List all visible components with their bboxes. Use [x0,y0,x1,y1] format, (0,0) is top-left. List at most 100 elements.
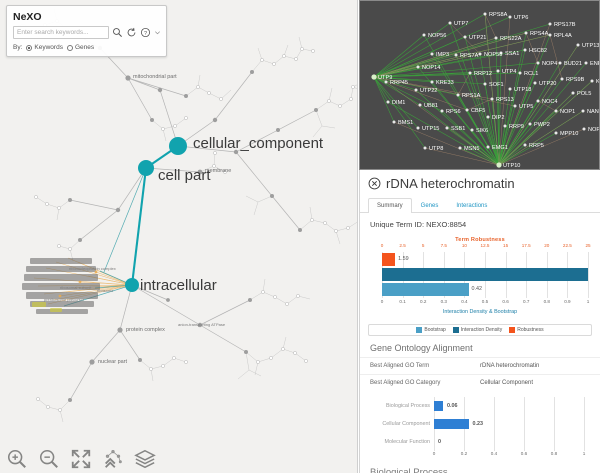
gene-node-label[interactable]: MSN5 [464,146,480,152]
zoom-out-icon[interactable] [38,448,60,470]
gene-node-label[interactable]: KRI1 [596,79,600,85]
radio-genes[interactable]: Genes [66,44,95,51]
gene-node-label[interactable]: RPS8A [489,12,508,18]
gene-node-label[interactable]: ENP1 [590,61,600,67]
gene-node-label[interactable]: RPS9B [566,77,585,83]
gene-node-label[interactable]: NOP56 [428,33,446,39]
gene-node-label[interactable]: RRP45 [390,80,408,86]
unique-term-id: Unique Term ID: NEXO:8854 [370,220,467,229]
gene-node-label[interactable]: UB81 [424,103,438,109]
axis-tick: 20 [544,243,550,248]
legend-item-interaction-density: Interaction Density [452,327,502,333]
bar-value-label: 0.42 [471,286,483,292]
chart-legend: Bootstrap Interaction Density Robustness [368,324,592,336]
chevron-down-icon[interactable] [154,27,161,38]
gene-node-label[interactable]: RPS13 [496,97,514,103]
gene-node-label[interactable]: NOP6 [588,127,600,133]
gene-node-label[interactable]: DIM1 [392,100,405,106]
gene-node-label[interactable]: PWP2 [534,122,550,128]
gene-node-label[interactable]: UTP8 [429,146,443,152]
gene-node-label[interactable]: RPS7A [460,53,479,59]
app-title: NeXO [13,11,42,23]
gene-node-label[interactable]: RRP9 [509,124,524,130]
gene-node-label[interactable]: POL5 [577,91,591,97]
gene-node-label[interactable]: UTP20 [539,81,556,87]
axis-tick: 25 [585,243,591,248]
axis-tick: 1 [582,451,586,456]
view-toolbar[interactable] [6,448,156,470]
go-alignment-chart: Biological Process 0.06 Cellular Component… [368,397,592,460]
gene-node-label[interactable]: CBF5 [471,108,485,114]
gene-node-label[interactable]: UTP6 [514,15,528,21]
search-input[interactable] [13,26,109,39]
layers-icon[interactable] [134,448,156,470]
gene-node-label[interactable]: NOP14 [422,65,440,71]
collapse-icon[interactable] [102,448,124,470]
gene-node-label[interactable]: RCL1 [524,71,538,77]
radio-genes-label: Genes [74,44,95,51]
axis-tick: 0.2 [460,451,468,456]
gene-node-label[interactable]: RPL4A [554,33,572,39]
gene-node-label[interactable]: NOP1 [560,109,575,115]
tab-bar[interactable]: Summary Genes Interactions [360,197,600,213]
tab-interactions[interactable]: Interactions [456,203,488,209]
gene-node-label[interactable]: UTP13 [582,43,599,49]
search-icon[interactable] [112,27,123,38]
gene-node-label[interactable]: UTP5 [519,104,533,110]
gene-node-label[interactable]: RPS6 [446,109,461,115]
refresh-icon[interactable] [126,27,137,38]
grid-line [524,397,525,451]
gene-node-label[interactable]: DIP2 [492,115,504,121]
gene-node-label[interactable]: HSC82 [529,48,547,54]
gene-node-label[interactable]: RPS17B [554,22,576,28]
gene-node-label[interactable]: RRP5 [529,143,544,149]
term-info-panel[interactable]: rDNA heterochromatin Summary Genes Inter… [359,170,600,473]
gene-node-label[interactable]: SSB1 [451,126,465,132]
gene-node-label[interactable]: NOC4 [542,99,558,105]
grid-line [494,397,495,451]
gene-node-label[interactable]: SOF1 [489,82,504,88]
bottom-axis-ticks: 0 0.1 0.2 0.3 0.4 0.5 0.6 0.7 0.8 0.9 1 [368,299,592,308]
gene-network-graph[interactable]: UTP9 NOP56 UTP7 RPS8A UTP6 RPS17B UTP21 RPS22A R… [360,1,600,170]
gene-node-label[interactable]: BMS1 [398,120,413,126]
gene-node-label[interactable]: IMP3 [436,52,449,58]
gene-node-label[interactable]: SSA1 [505,51,519,57]
go-section-title: Gene Ontology Alignment [370,343,473,353]
tab-summary[interactable]: Summary [368,198,412,213]
radio-keywords[interactable]: Keywords [26,44,63,51]
gene-node-label[interactable]: RPS22A [500,36,522,42]
legend-swatch-bootstrap [416,327,423,333]
gene-node-label[interactable]: UTP10 [503,163,520,169]
gene-node-label[interactable]: UTP15 [422,126,439,132]
gene-node-label[interactable]: UTP4 [502,69,516,75]
axis-tick: 0 [380,243,384,248]
ontology-tree-graph[interactable] [0,0,358,473]
gene-node-label[interactable]: UTP22 [420,88,437,94]
gene-node-label[interactable]: RPS4A [530,31,549,37]
gene-network-panel[interactable]: UTP9 NOP56 UTP7 RPS8A UTP6 RPS17B UTP21 RPS22A R… [359,0,600,170]
gene-node-label[interactable]: NAN1 [587,109,600,115]
go-alignment-section: Gene Ontology Alignment Best Aligned GO … [360,343,600,460]
search-panel[interactable]: NeXO ? By: [6,5,167,57]
gene-node-label[interactable]: RPS1A [462,93,481,99]
gene-label-group: UTP9 NOP56 UTP7 RPS8A UTP6 RPS17B UTP21 RPS22A R… [378,12,600,169]
gene-node-label[interactable]: UTP18 [514,87,531,93]
gene-node-label[interactable]: UTP9 [378,75,392,81]
gene-node-label[interactable]: UTP21 [469,35,486,41]
gene-node-label[interactable]: NOP58 [484,52,502,58]
gene-node-label[interactable]: MPP10 [560,131,578,137]
zoom-in-icon[interactable] [6,448,28,470]
gene-node-label[interactable]: BUD21 [564,61,582,67]
close-icon[interactable] [368,177,381,190]
ontology-tree-panel[interactable]: cellular_component cell part intracellul… [0,0,358,473]
tab-genes[interactable]: Genes [420,203,439,209]
gene-node-label[interactable]: NOP4 [542,61,557,67]
gene-node-label[interactable]: SIK6 [476,128,488,134]
gene-node-label[interactable]: UTP7 [454,21,468,27]
gene-node-label[interactable]: KRE33 [436,80,454,86]
gene-node-label[interactable]: EMG1 [492,145,508,151]
fit-screen-icon[interactable] [70,448,92,470]
help-icon[interactable]: ? [140,27,151,38]
gene-node-label[interactable]: RRP12 [474,71,492,77]
chart-bar [434,419,469,429]
